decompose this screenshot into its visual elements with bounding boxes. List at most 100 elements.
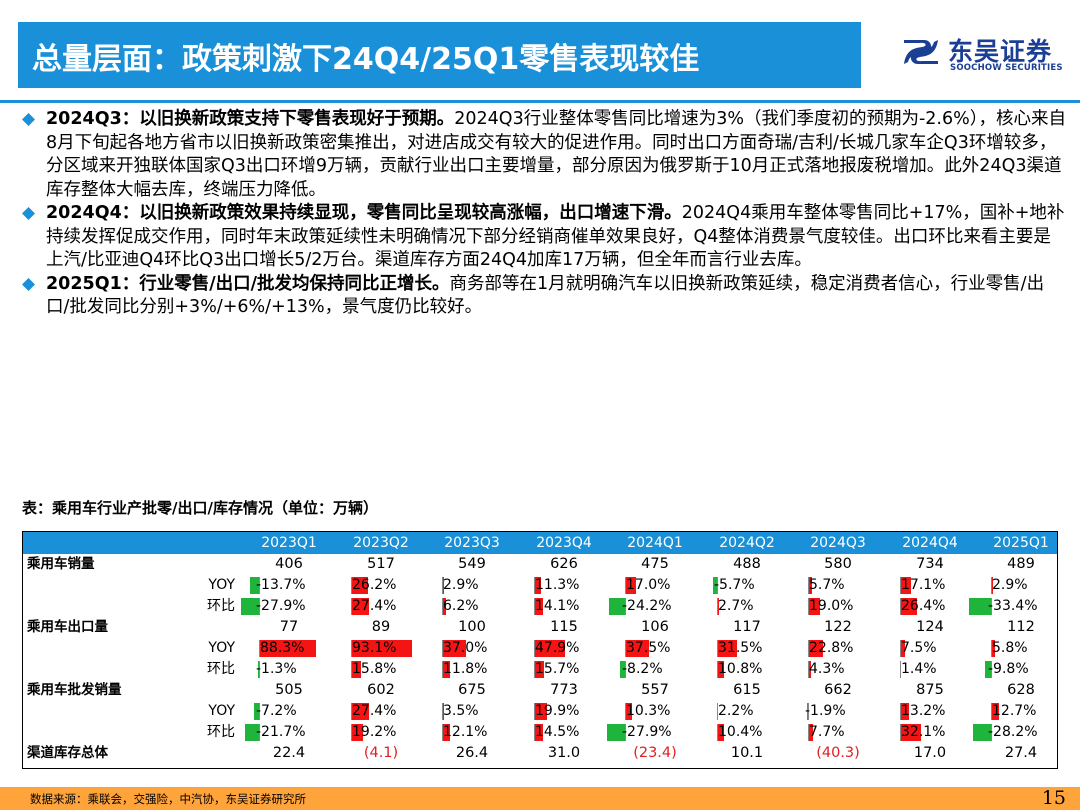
delta-label: 37.0% xyxy=(443,640,488,656)
positive-bar xyxy=(625,703,632,720)
positive-bar xyxy=(900,724,921,741)
bar-axis xyxy=(351,703,352,720)
delta-label: 17.1% xyxy=(901,577,946,593)
bar-axis xyxy=(351,640,352,657)
bullet-body: 2024Q3行业整体零售同比增速为3%（我们季度初的预期为-2.6%），核心来自… xyxy=(46,109,1066,200)
bullet-body: 商务部等在1月就明确汽车以旧换新政策延续，稳定消费者信心，行业零售/出口/批发同… xyxy=(46,273,1045,318)
value-cell: 22.4 xyxy=(272,745,306,761)
bar-axis xyxy=(900,724,901,741)
positive-bar xyxy=(351,577,369,594)
value-cell: 112 xyxy=(1007,619,1035,635)
positive-bar xyxy=(534,703,547,720)
delta-label: 14.5% xyxy=(535,724,580,740)
table-row: 乘用车销量 406 517 549 626 475 488 580 734 489 xyxy=(23,554,1057,575)
soochow-logo-icon xyxy=(904,40,938,64)
row-label: 乘用车批发销量 xyxy=(27,682,122,698)
positive-bar xyxy=(351,661,362,678)
positive-bar xyxy=(534,724,544,741)
table-row: YOY -13.7% 26.2% 2.9% 11.3% 17.0% -5.7% 5.7% 17.… xyxy=(23,575,1057,596)
value-cell: 557 xyxy=(641,682,669,698)
delta-cell: 10.8% xyxy=(703,659,791,680)
bar-axis xyxy=(351,724,352,741)
positive-bar xyxy=(717,724,724,741)
column-header: 2025Q1 xyxy=(993,535,1049,551)
delta-label: -24.2% xyxy=(622,598,672,614)
delta-cell: 7.7% xyxy=(794,722,882,743)
delta-label: -27.9% xyxy=(622,724,672,740)
table-row: 乘用车出口量 77 89 100 115 106 117 122 124 112 xyxy=(23,617,1057,638)
header-divider xyxy=(0,100,1080,103)
positive-bar xyxy=(717,661,725,678)
positive-bar xyxy=(351,640,412,657)
bullet-heading: 2025Q1：行业零售/出口/批发均保持同比正增长。 xyxy=(46,273,450,294)
delta-label: 26.4% xyxy=(901,598,946,614)
delta-cell: 6.2% xyxy=(428,596,516,617)
table-row: YOY -7.2% 27.4% 3.5% 19.9% 10.3% 2.2% -1.9% 13.2… xyxy=(23,701,1057,722)
delta-label: 2.2% xyxy=(718,703,754,719)
delta-cell: 32.1% xyxy=(886,722,974,743)
bar-axis xyxy=(808,661,809,678)
column-header: 2024Q2 xyxy=(719,535,775,551)
value-cell: 773 xyxy=(550,682,578,698)
bullet-list: 2024Q3：以旧换新政策支持下零售表现好于预期。2024Q3行业整体零售同比增… xyxy=(22,108,1067,320)
delta-cell: 14.5% xyxy=(520,722,608,743)
positive-bar xyxy=(808,640,823,657)
delta-label: -1.3% xyxy=(256,661,297,677)
value-cell: 26.4 xyxy=(455,745,489,761)
delta-cell: 4.3% xyxy=(794,659,882,680)
bar-axis xyxy=(534,577,535,594)
value-cell: 734 xyxy=(916,556,944,572)
delta-label: 1.4% xyxy=(901,661,937,677)
delta-label: 2.7% xyxy=(718,598,754,614)
delta-label: 15.7% xyxy=(535,661,580,677)
row-label: 乘用车销量 xyxy=(27,556,95,572)
delta-label: -13.7% xyxy=(256,577,306,593)
negative-bar xyxy=(250,577,259,594)
delta-label: -8.2% xyxy=(622,661,663,677)
delta-cell: 27.4% xyxy=(337,596,425,617)
delta-cell: 15.8% xyxy=(337,659,425,680)
bar-axis xyxy=(900,640,901,657)
bar-axis xyxy=(808,703,809,720)
delta-cell: 12.7% xyxy=(977,701,1065,722)
delta-label: 10.8% xyxy=(718,661,763,677)
positive-bar xyxy=(534,640,566,657)
negative-bar xyxy=(806,703,808,720)
negative-bar xyxy=(606,724,625,741)
sales-data-table: 2023Q1 2023Q2 2023Q3 2023Q4 2024Q1 2024Q2 2024… xyxy=(22,531,1058,769)
table-row: 环比 -27.9% 27.4% 6.2% 14.1% -24.2% 2.7% 19.0% 26.… xyxy=(23,596,1057,617)
company-logo: 东吴证券 SOOCHOW SECURITIES xyxy=(900,30,1065,78)
bar-axis xyxy=(991,598,992,615)
delta-label: 7.5% xyxy=(901,640,937,656)
delta-cell: -28.2% xyxy=(972,722,1065,743)
delta-cell: 10.3% xyxy=(611,701,699,722)
bullet-item: 2024Q3：以旧换新政策支持下零售表现好于预期。2024Q3行业整体零售同比增… xyxy=(22,108,1067,202)
diamond-bullet-icon xyxy=(22,207,35,220)
delta-cell: 3.5% xyxy=(428,701,516,722)
positive-bar xyxy=(534,577,542,594)
bar-axis xyxy=(534,598,535,615)
value-cell: 106 xyxy=(641,619,669,635)
bar-axis xyxy=(259,598,260,615)
delta-cell: 19.0% xyxy=(794,596,882,617)
value-cell: 626 xyxy=(550,556,578,572)
delta-cell: -1.9% xyxy=(794,701,882,722)
value-cell: (4.1) xyxy=(363,745,399,761)
delta-cell: 10.4% xyxy=(703,722,791,743)
bar-axis xyxy=(259,577,260,594)
bar-axis xyxy=(534,703,535,720)
delta-cell: 13.2% xyxy=(886,701,974,722)
value-cell: (40.3) xyxy=(816,745,860,761)
delta-cell: 88.3% xyxy=(245,638,333,659)
delta-label: -1.9% xyxy=(805,703,846,719)
bar-axis xyxy=(900,598,901,615)
table-row: YOY 88.3% 93.1% 37.0% 47.9% 37.5% 31.5% 22.8% 7.… xyxy=(23,638,1057,659)
delta-label: 32.1% xyxy=(901,724,946,740)
delta-label: 22.8% xyxy=(809,640,854,656)
row-sub-label: YOY xyxy=(208,703,235,719)
positive-bar xyxy=(351,598,369,615)
positive-bar xyxy=(351,703,369,720)
delta-label: -21.7% xyxy=(256,724,306,740)
bar-axis xyxy=(808,577,809,594)
bar-axis xyxy=(351,598,352,615)
